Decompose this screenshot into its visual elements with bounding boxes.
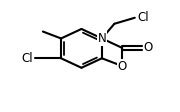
Text: Cl: Cl	[137, 11, 149, 24]
Text: N: N	[98, 32, 106, 45]
Text: Cl: Cl	[21, 52, 33, 65]
Text: O: O	[118, 60, 127, 73]
Text: O: O	[144, 41, 153, 54]
